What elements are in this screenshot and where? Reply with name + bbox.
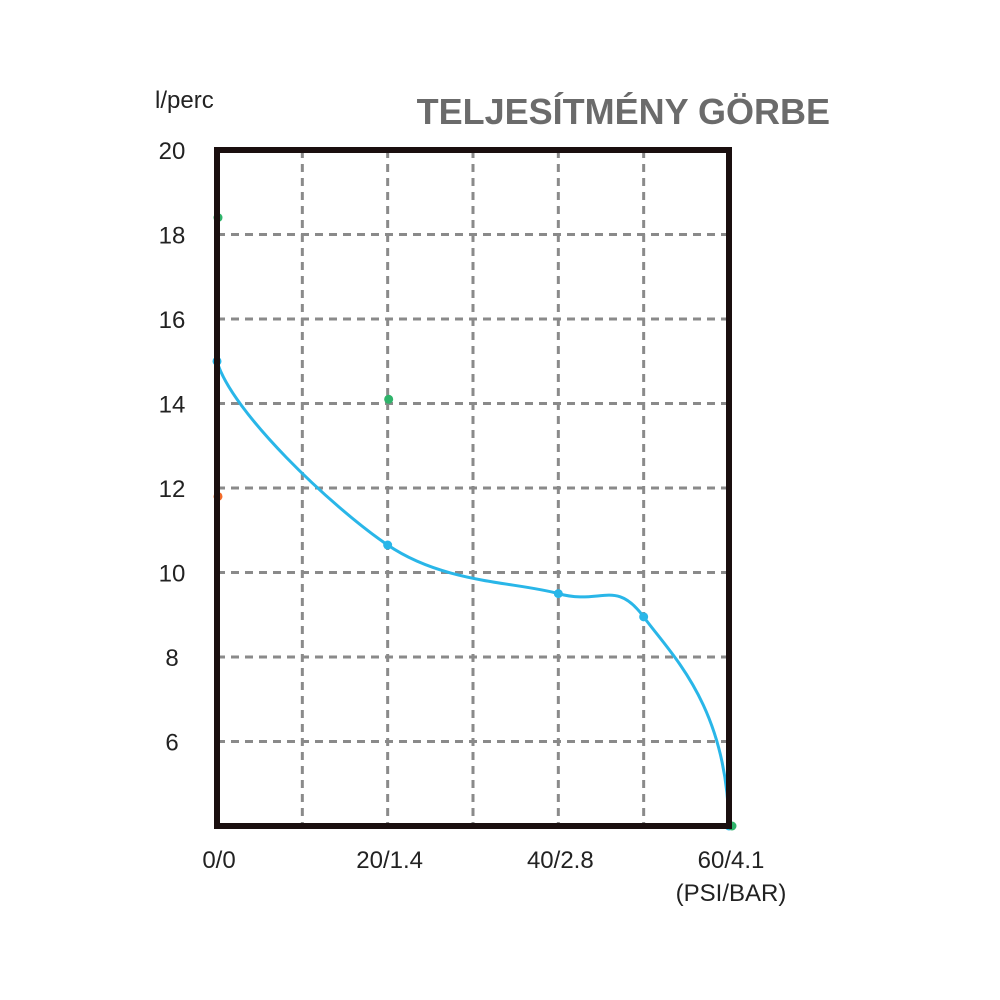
chart-title: TELJESÍTMÉNY GÖRBE <box>417 91 830 132</box>
y-tick-label: 12 <box>159 476 186 503</box>
data-point <box>383 540 393 550</box>
y-tick-label: 10 <box>159 561 186 588</box>
y-tick-label: 16 <box>159 307 186 334</box>
plot-frame <box>214 147 732 829</box>
series-line <box>215 360 731 827</box>
data-point <box>553 589 563 599</box>
x-tick-label: 0/0 <box>202 847 235 874</box>
x-tick-labels: 0/0 20/1.4 40/2.8 60/4.1 <box>202 847 764 874</box>
x-tick-label: 40/2.8 <box>527 847 594 874</box>
y-tick-label: 18 <box>159 223 186 250</box>
x-tick-label: 20/1.4 <box>356 847 423 874</box>
y-tick-label: 20 <box>159 138 186 165</box>
y-tick-labels: 6 8 10 12 14 16 18 20 <box>159 138 186 757</box>
y-tick-label: 14 <box>159 392 186 419</box>
x-tick-label: 60/4.1 <box>698 847 765 874</box>
marker-dot <box>384 394 394 404</box>
y-tick-label: 8 <box>165 645 178 672</box>
y-tick-label: 6 <box>165 730 178 757</box>
y-axis-label: l/perc <box>155 87 214 114</box>
marker-layer <box>213 213 737 831</box>
data-point <box>639 612 649 622</box>
x-axis-unit: (PSI/BAR) <box>676 880 787 907</box>
grid-layer <box>217 150 729 826</box>
